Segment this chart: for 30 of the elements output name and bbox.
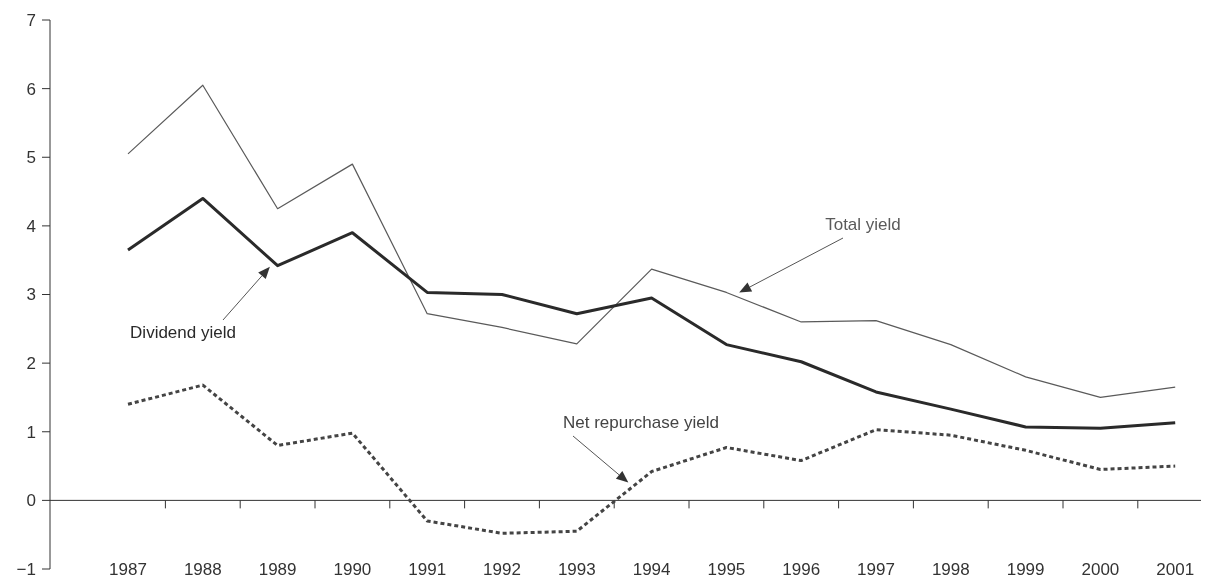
y-tick-label: 4 <box>26 216 36 236</box>
x-tick-label: 1990 <box>333 559 372 579</box>
x-tick-label: 1998 <box>931 559 970 579</box>
y-tick-label: 6 <box>26 79 36 99</box>
text: Dividend yield <box>130 323 236 342</box>
x-tick-label: 1993 <box>557 559 596 579</box>
x-tick-label: 1997 <box>857 559 895 579</box>
x-tick-label: 2000 <box>1081 559 1120 579</box>
x-tick-label: 1989 <box>258 559 297 579</box>
x-tick-label: 1994 <box>632 559 671 579</box>
y-tick-label: 7 <box>26 10 36 30</box>
line-series <box>126 196 1177 430</box>
x-tick-label: 1996 <box>782 559 821 579</box>
y-tick-label: 5 <box>26 148 36 168</box>
line-series <box>127 84 1176 399</box>
x-tick-label: 1992 <box>483 559 521 579</box>
x-tick-label: 1988 <box>183 559 222 579</box>
y-tick-label: 1 <box>26 422 36 442</box>
x-tick-label: 1995 <box>707 559 746 579</box>
y-tick-label: 2 <box>26 354 36 374</box>
x-tick-label: 2001 <box>1156 559 1195 579</box>
series-label: Net repurchase yield <box>563 413 719 432</box>
x-tick-label: 1999 <box>1006 559 1045 579</box>
y-tick-label: 0 <box>26 491 36 511</box>
x-tick-label: 1987 <box>109 559 147 579</box>
line-series <box>126 383 1177 535</box>
y-tick-label: 3 <box>26 285 36 305</box>
x-tick-label: 1991 <box>408 559 447 579</box>
text: Total yield <box>825 215 901 234</box>
y-tick-label: −1 <box>16 559 36 579</box>
